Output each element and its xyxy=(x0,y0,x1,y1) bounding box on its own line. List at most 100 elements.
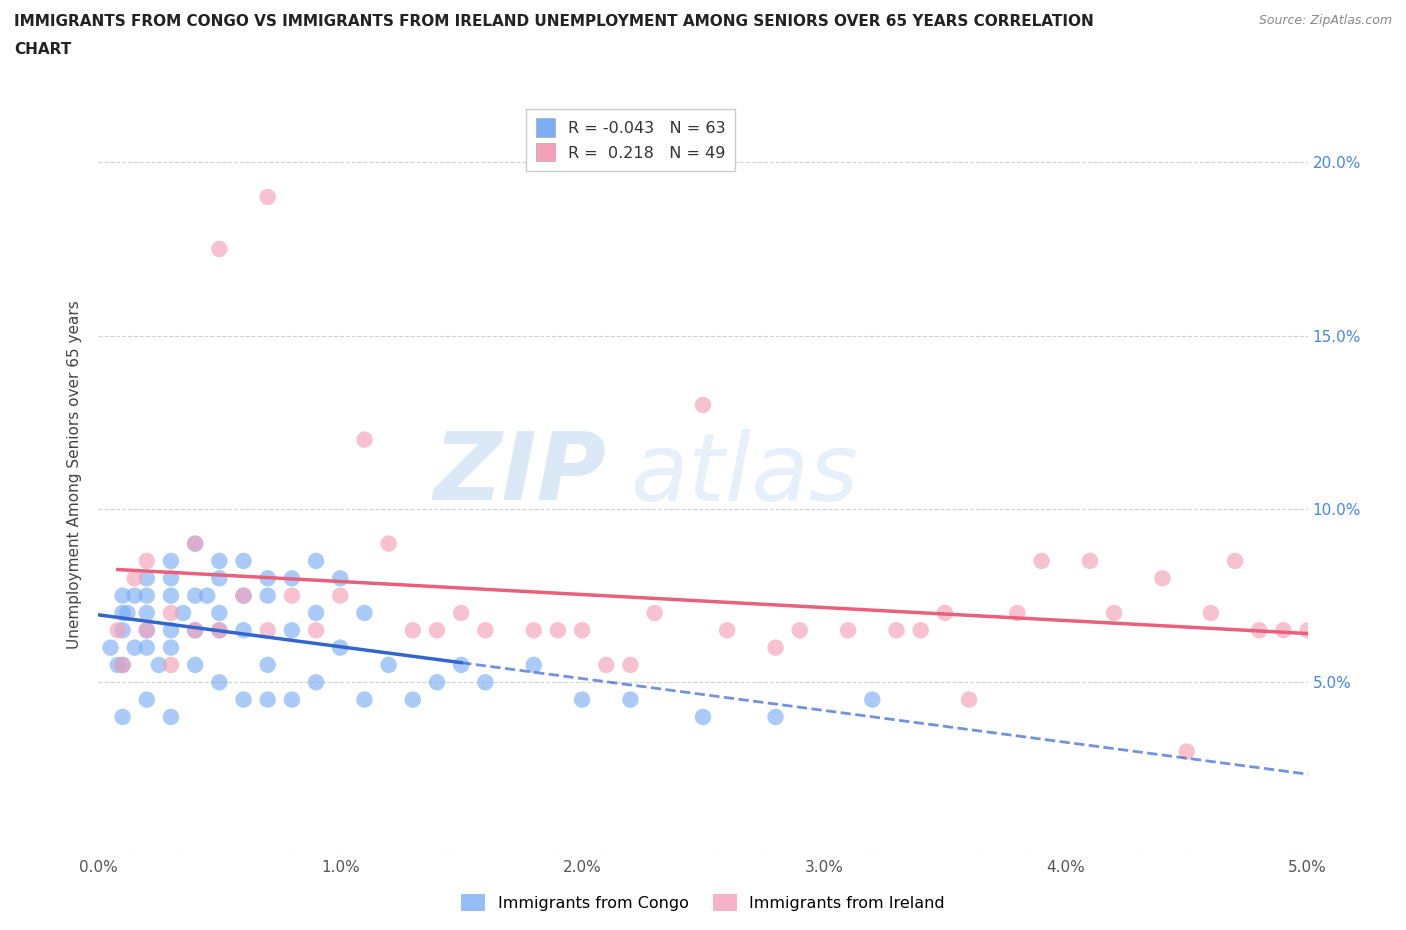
Point xyxy=(1223,553,1246,568)
Point xyxy=(124,571,146,586)
Point xyxy=(160,640,183,655)
Point xyxy=(305,675,328,690)
Text: IMMIGRANTS FROM CONGO VS IMMIGRANTS FROM IRELAND UNEMPLOYMENT AMONG SENIORS OVER: IMMIGRANTS FROM CONGO VS IMMIGRANTS FROM… xyxy=(14,14,1094,29)
Point xyxy=(450,605,472,620)
Text: ZIP: ZIP xyxy=(433,429,606,520)
Point xyxy=(1152,571,1174,586)
Point xyxy=(595,658,617,672)
Point xyxy=(1007,605,1029,620)
Point xyxy=(353,605,375,620)
Point xyxy=(523,623,546,638)
Point xyxy=(232,623,254,638)
Point xyxy=(934,605,956,620)
Point xyxy=(692,710,714,724)
Point xyxy=(160,605,183,620)
Point xyxy=(1249,623,1271,638)
Point xyxy=(450,658,472,672)
Point xyxy=(281,623,304,638)
Point xyxy=(1031,553,1053,568)
Point xyxy=(256,571,278,586)
Point xyxy=(160,571,183,586)
Point xyxy=(195,588,218,603)
Point xyxy=(135,623,157,638)
Point xyxy=(765,640,787,655)
Point xyxy=(135,640,157,655)
Point xyxy=(523,658,546,672)
Point xyxy=(571,623,593,638)
Point xyxy=(208,605,231,620)
Point xyxy=(232,553,254,568)
Point xyxy=(305,623,328,638)
Point xyxy=(256,190,278,205)
Point xyxy=(160,588,183,603)
Legend: R = -0.043   N = 63, R =  0.218   N = 49: R = -0.043 N = 63, R = 0.218 N = 49 xyxy=(526,109,735,171)
Point xyxy=(160,553,183,568)
Point xyxy=(329,640,352,655)
Point xyxy=(107,658,129,672)
Point xyxy=(281,588,304,603)
Point xyxy=(619,658,641,672)
Point xyxy=(402,692,425,707)
Point xyxy=(111,710,134,724)
Point xyxy=(232,692,254,707)
Point xyxy=(184,623,207,638)
Point xyxy=(281,692,304,707)
Point xyxy=(644,605,666,620)
Point xyxy=(353,432,375,447)
Point xyxy=(765,710,787,724)
Point xyxy=(256,658,278,672)
Point xyxy=(208,675,231,690)
Y-axis label: Unemployment Among Seniors over 65 years: Unemployment Among Seniors over 65 years xyxy=(67,300,83,649)
Point xyxy=(117,605,139,620)
Point xyxy=(124,588,146,603)
Point xyxy=(111,605,134,620)
Point xyxy=(160,623,183,638)
Point xyxy=(135,553,157,568)
Point xyxy=(208,242,231,257)
Point xyxy=(124,640,146,655)
Point xyxy=(353,692,375,707)
Point xyxy=(547,623,569,638)
Point xyxy=(426,623,449,638)
Point xyxy=(402,623,425,638)
Point xyxy=(107,623,129,638)
Point xyxy=(860,692,883,707)
Point xyxy=(377,537,399,551)
Point xyxy=(305,553,328,568)
Point xyxy=(910,623,932,638)
Point xyxy=(111,623,134,638)
Point xyxy=(256,692,278,707)
Text: CHART: CHART xyxy=(14,42,72,57)
Point xyxy=(474,623,496,638)
Point xyxy=(184,537,207,551)
Point xyxy=(1272,623,1295,638)
Point xyxy=(957,692,980,707)
Point xyxy=(184,658,207,672)
Point xyxy=(208,623,231,638)
Point xyxy=(135,692,157,707)
Point xyxy=(160,658,183,672)
Point xyxy=(208,623,231,638)
Point xyxy=(232,588,254,603)
Point xyxy=(426,675,449,690)
Point xyxy=(148,658,170,672)
Point xyxy=(377,658,399,672)
Point xyxy=(135,623,157,638)
Point xyxy=(135,588,157,603)
Point xyxy=(256,588,278,603)
Point xyxy=(789,623,811,638)
Point xyxy=(208,571,231,586)
Text: atlas: atlas xyxy=(630,429,859,520)
Point xyxy=(111,658,134,672)
Point xyxy=(474,675,496,690)
Point xyxy=(184,588,207,603)
Point xyxy=(208,553,231,568)
Point xyxy=(716,623,738,638)
Point xyxy=(111,658,134,672)
Text: Source: ZipAtlas.com: Source: ZipAtlas.com xyxy=(1258,14,1392,27)
Point xyxy=(305,605,328,620)
Point xyxy=(329,588,352,603)
Point xyxy=(1175,744,1198,759)
Point xyxy=(619,692,641,707)
Point xyxy=(886,623,908,638)
